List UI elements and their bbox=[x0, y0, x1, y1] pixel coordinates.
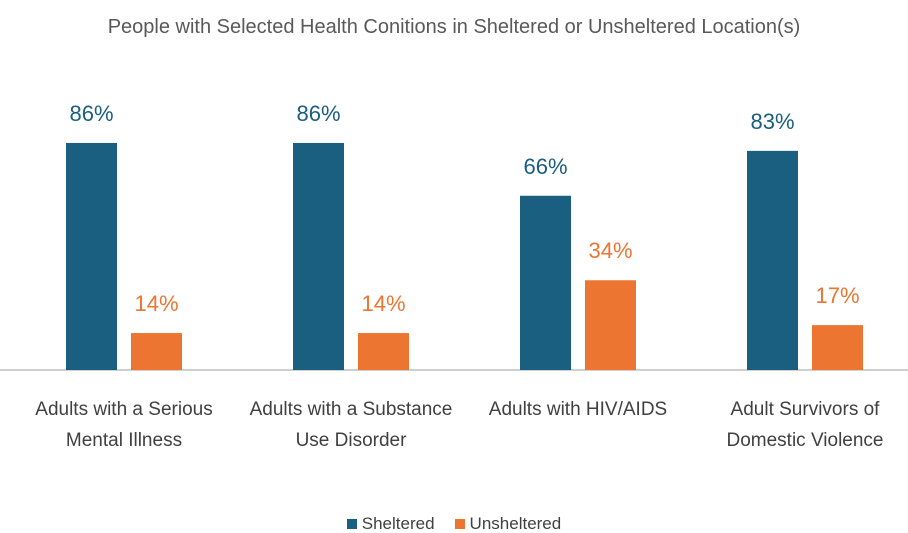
legend-label: Sheltered bbox=[361, 514, 435, 533]
legend-swatch bbox=[346, 519, 357, 529]
bar bbox=[520, 195, 571, 370]
bar bbox=[358, 333, 409, 370]
x-tick-label: Adults with a Substance Use Disorder bbox=[249, 399, 453, 451]
data-label: 14% bbox=[361, 291, 405, 316]
data-label: 86% bbox=[296, 101, 340, 126]
legend-item: Sheltered bbox=[346, 514, 435, 533]
x-tick-label: Adults with HIV/AIDS bbox=[488, 399, 668, 420]
bar bbox=[812, 325, 863, 370]
x-tick-label: Adults with a Serious Mental Illness bbox=[35, 399, 213, 451]
chart-title: People with Selected Health Conitions in… bbox=[107, 16, 801, 38]
data-label: 14% bbox=[134, 291, 178, 316]
bar bbox=[66, 142, 117, 370]
legend: Sheltered Unsheltered bbox=[0, 514, 908, 533]
legend-label: Unsheltered bbox=[469, 514, 562, 533]
data-label: 17% bbox=[815, 283, 859, 308]
legend-item: Unsheltered bbox=[454, 514, 562, 533]
data-label: 83% bbox=[750, 109, 794, 134]
bar bbox=[131, 333, 182, 370]
data-label: 86% bbox=[69, 101, 113, 126]
bar bbox=[585, 280, 636, 370]
bar bbox=[293, 142, 344, 370]
data-label: 34% bbox=[588, 238, 632, 263]
bar bbox=[747, 150, 798, 370]
legend-swatch bbox=[454, 519, 465, 529]
x-tick-label: Adult Survivors of Domestic Violence bbox=[726, 399, 884, 451]
data-label: 66% bbox=[523, 154, 567, 179]
